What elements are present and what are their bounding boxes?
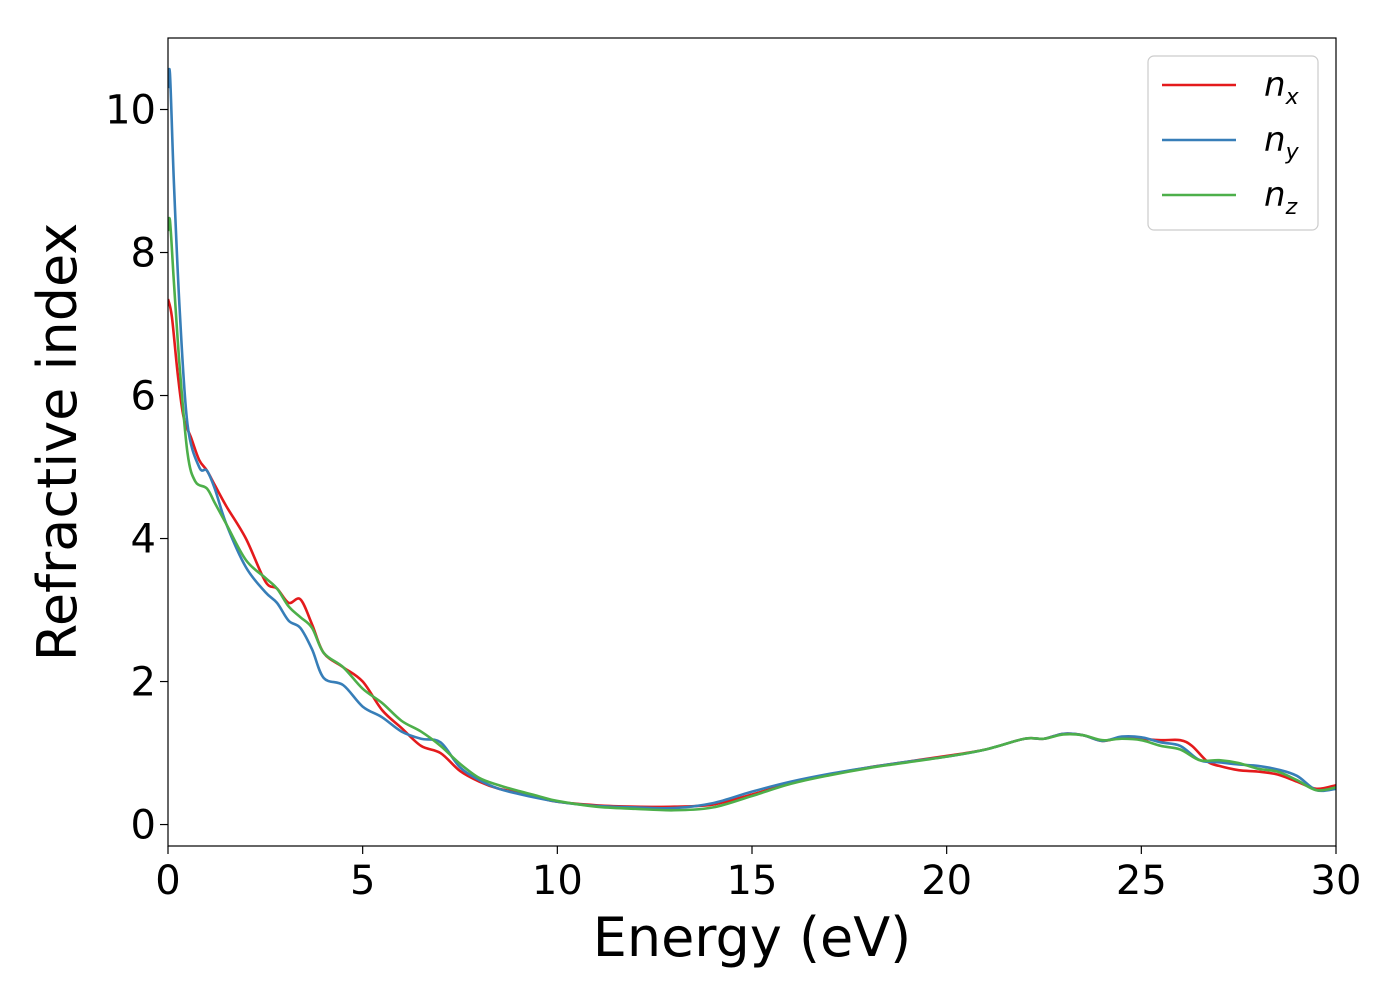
y-axis: 0 2 4 6 8 10 [105, 88, 168, 849]
x-axis-title: Energy (eV) [593, 906, 912, 969]
y-tick-label: 4 [131, 517, 156, 563]
y-tick-label: 6 [131, 374, 156, 420]
x-tick-label: 0 [155, 858, 180, 904]
series-line-z [168, 216, 1336, 812]
y-axis-title: Refractive index [26, 223, 89, 662]
y-tick-label: 8 [131, 231, 156, 277]
series-layer [168, 67, 1336, 812]
x-tick-label: 10 [532, 858, 583, 904]
legend-frame [1147, 55, 1319, 231]
x-tick-label: 15 [727, 858, 778, 904]
legend-label-z: nz [1264, 175, 1298, 220]
legend: nx ny nz [1147, 55, 1319, 231]
y-tick-label: 2 [131, 660, 156, 706]
x-tick-label: 20 [921, 858, 972, 904]
legend-label-x: nx [1264, 65, 1300, 110]
series-line-x [168, 298, 1336, 809]
y-tick-label: 0 [131, 803, 156, 849]
x-tick-label: 5 [350, 858, 375, 904]
x-axis: 0 5 10 15 20 25 30 [155, 846, 1361, 904]
y-tick-label: 10 [105, 88, 156, 134]
legend-label-y: ny [1264, 120, 1300, 165]
x-tick-label: 30 [1311, 858, 1362, 904]
x-tick-label: 25 [1116, 858, 1167, 904]
